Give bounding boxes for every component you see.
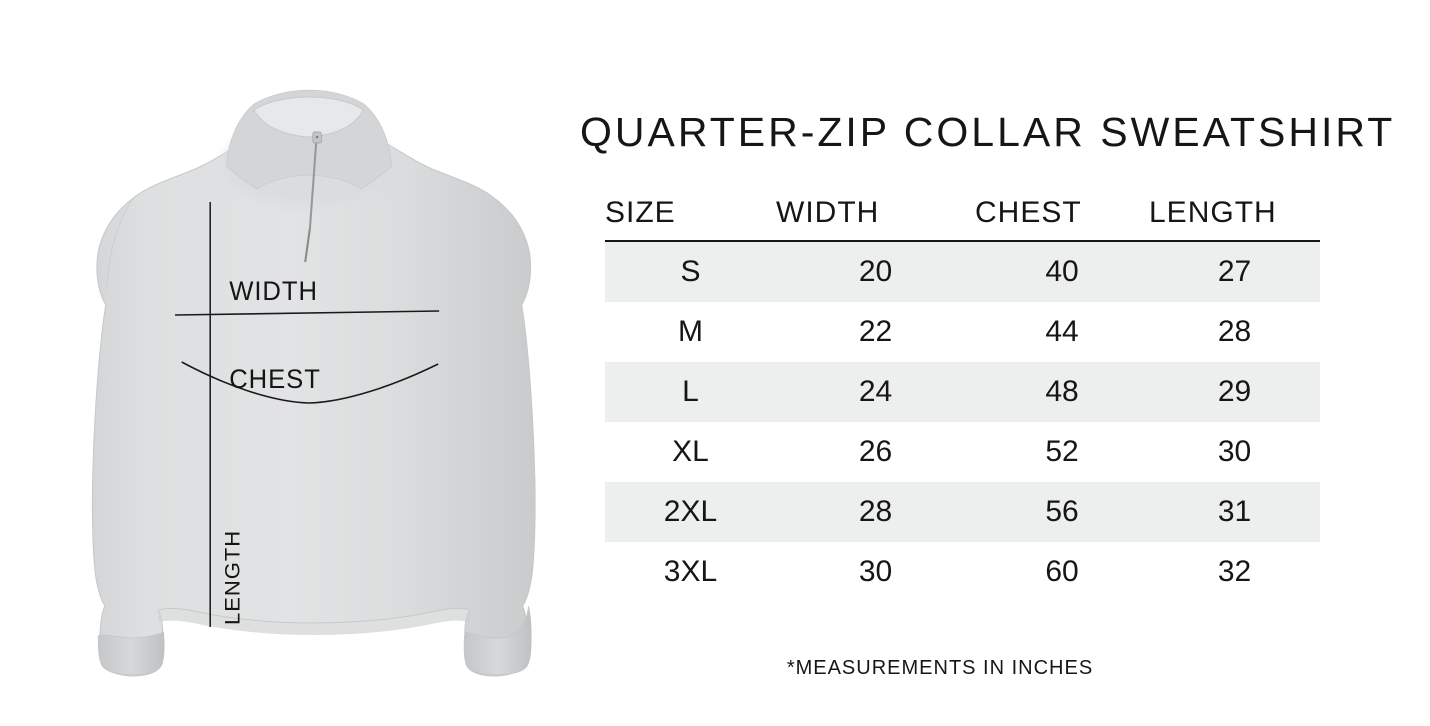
svg-text:LENGTH: LENGTH (221, 530, 244, 625)
svg-text:CHEST: CHEST (229, 363, 321, 394)
svg-text:WIDTH: WIDTH (229, 275, 318, 306)
